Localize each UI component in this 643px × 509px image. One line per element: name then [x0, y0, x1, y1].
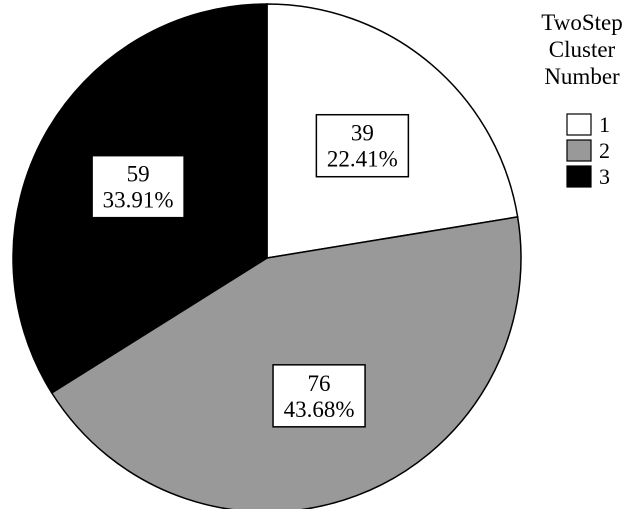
legend-swatch-3 — [566, 165, 592, 188]
pie-slice-2 — [50, 216, 522, 509]
legend-label-2: 2 — [599, 138, 610, 163]
legend-title-line-1: TwoStep — [541, 10, 622, 35]
slice-percent-label-1: 22.41% — [327, 147, 398, 172]
legend-swatch-2 — [566, 139, 592, 162]
legend-title-line-3: Number — [544, 64, 620, 89]
legend-label-1: 1 — [599, 112, 610, 137]
slice-percent-label-2: 43.68% — [284, 397, 355, 422]
legend-title-line-2: Cluster — [549, 37, 616, 62]
slice-count-label-3: 59 — [127, 162, 150, 187]
legend: TwoStep Cluster Number 123 — [541, 10, 622, 189]
slice-count-label-2: 76 — [308, 371, 331, 396]
slice-count-label-1: 39 — [351, 121, 374, 146]
slice-label-box-3 — [91, 154, 185, 219]
slice-label-box-2 — [272, 364, 366, 428]
slice-label-box-1 — [315, 113, 410, 178]
legend-label-3: 3 — [599, 164, 610, 189]
legend-swatch-1 — [566, 113, 592, 136]
pie-slices — [12, 3, 522, 509]
slice-percent-label-3: 33.91% — [103, 188, 174, 213]
